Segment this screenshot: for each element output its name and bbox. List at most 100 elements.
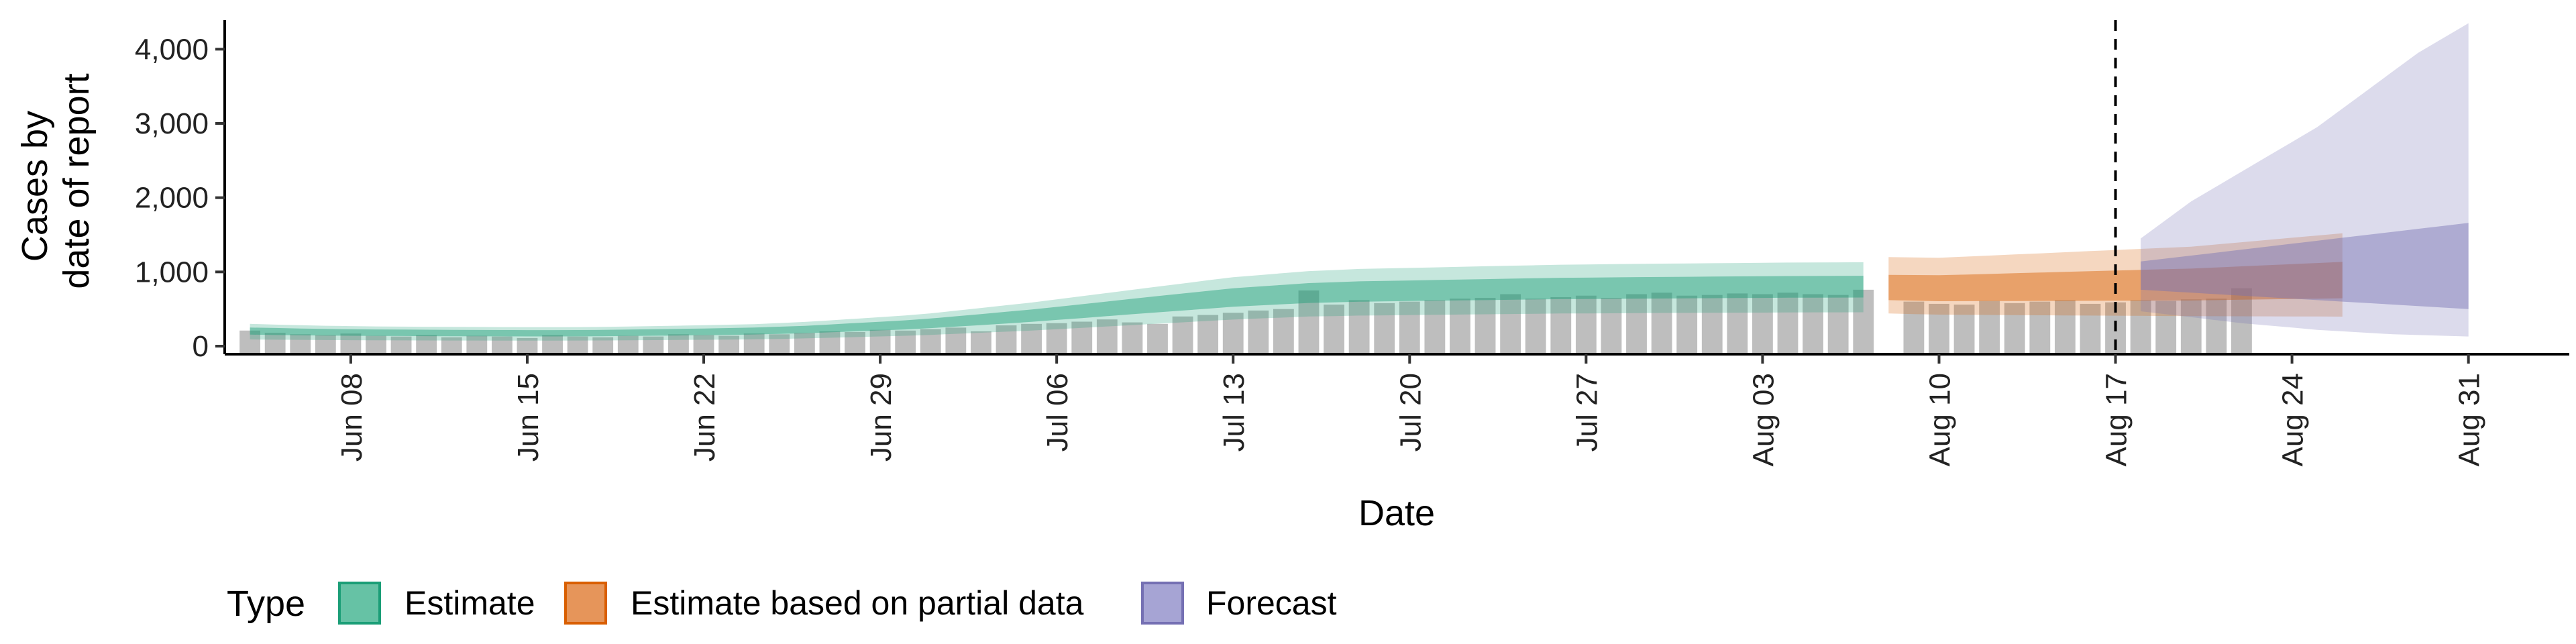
- reported-cases-bar: [794, 333, 815, 354]
- reported-cases-bar: [2155, 301, 2177, 354]
- reported-cases-bar: [466, 335, 488, 354]
- reported-cases-bar: [643, 336, 664, 354]
- reported-cases-bar: [1248, 310, 1269, 354]
- x-tick-label: Jul 06: [1041, 373, 1074, 451]
- reported-cases-bar: [592, 337, 614, 354]
- reported-cases-bar: [1273, 309, 1294, 354]
- reported-cases-bar: [416, 335, 437, 354]
- y-tick-label: 2,000: [135, 182, 209, 215]
- reported-cases-bar: [390, 336, 412, 354]
- series-forecast-inner-band: [2141, 223, 2469, 309]
- x-tick-label: Aug 17: [2100, 373, 2133, 466]
- series-forecast: [2141, 23, 2469, 337]
- reported-cases-bar: [2206, 299, 2227, 354]
- x-tick-label: Aug 24: [2277, 373, 2310, 466]
- reported-cases-bar: [895, 330, 916, 354]
- reported-cases-bar: [1348, 300, 1370, 354]
- reported-cases-bar: [2080, 303, 2101, 354]
- axes: [223, 20, 2569, 356]
- plot-area: [239, 20, 2469, 354]
- legend: Type Estimate Estimate based on partial …: [227, 582, 1337, 625]
- x-tick-label: Aug 03: [1747, 373, 1780, 466]
- reported-cases-bar: [366, 335, 386, 354]
- reported-cases-bar: [1752, 294, 1773, 354]
- legend-key-forecast: [1141, 582, 1184, 625]
- reported-cases-bar: [239, 330, 260, 354]
- reported-cases-bar: [1197, 315, 1219, 354]
- reported-cases-bar: [945, 327, 967, 354]
- reported-cases-bar: [996, 325, 1017, 354]
- reported-cases-bar: [1096, 319, 1118, 354]
- reported-cases-bar: [1701, 294, 1723, 354]
- y-tick-label: 1,000: [135, 256, 209, 288]
- y-axis-title-line-1: Cases by: [15, 111, 55, 262]
- reported-cases-bar: [1324, 305, 1344, 354]
- reported-cases-bar: [718, 335, 740, 354]
- reported-cases-bar: [2029, 301, 2051, 354]
- legend-key-partial: [564, 582, 607, 625]
- reported-cases-bar: [1853, 289, 1874, 354]
- legend-title: Type: [227, 584, 305, 624]
- reported-cases-bar: [2004, 303, 2025, 354]
- x-tick-label: Aug 10: [1923, 373, 1956, 466]
- legend-label-forecast: Forecast: [1206, 584, 1337, 622]
- x-tick-label: Jul 27: [1570, 373, 1603, 451]
- reported-cases-bar: [1803, 294, 1823, 354]
- reported-cases-bar: [920, 329, 941, 354]
- y-tick-label: 4,000: [135, 33, 209, 66]
- reported-cases-bar: [1122, 322, 1143, 354]
- reported-cases-bar: [2130, 300, 2151, 354]
- y-tick-label: 3,000: [135, 107, 209, 140]
- reported-cases-bar: [668, 334, 689, 354]
- reported-cases-bar: [1626, 294, 1647, 354]
- reported-cases-bar: [1298, 290, 1320, 354]
- reported-cases-bar: [1374, 303, 1395, 354]
- reported-cases-bar: [2180, 299, 2202, 354]
- x-tick-label: Jul 20: [1394, 373, 1427, 451]
- reported-cases-bar: [1953, 305, 1975, 354]
- reported-cases-bar: [1172, 316, 1193, 354]
- reported-cases-bar: [1071, 321, 1093, 354]
- reported-cases-bar: [491, 336, 513, 354]
- reported-cases-bar: [1450, 299, 1470, 354]
- series-estimate-outer-band: [250, 262, 1864, 341]
- series-forecast-outer-band: [2141, 23, 2469, 337]
- reported-cases-bar: [1727, 293, 1748, 354]
- reported-cases-bar: [1979, 301, 2000, 354]
- x-tick-label: Jun 08: [335, 373, 368, 462]
- reported-cases-bar: [743, 333, 765, 354]
- reported-cases-bar: [1500, 294, 1521, 354]
- legend-key-estimate: [338, 582, 381, 625]
- reported-cases-bar: [2231, 288, 2252, 354]
- reported-cases-bar: [542, 335, 563, 354]
- reported-cases-bar: [1525, 299, 1546, 354]
- reported-cases-bar: [1222, 313, 1244, 354]
- reported-cases-bar: [693, 335, 714, 354]
- reported-cases-bar: [315, 335, 336, 354]
- y-tick-label: 0: [193, 330, 209, 363]
- x-tick-label: Jul 13: [1218, 373, 1250, 451]
- reported-cases-bar: [1575, 295, 1597, 354]
- reported-cases-bar: [845, 331, 865, 354]
- reported-cases-bar: [340, 333, 362, 354]
- y-axis-title-line-2: date of report: [56, 73, 97, 288]
- reported-cases-bar: [567, 336, 588, 354]
- x-tick-label: Jun 22: [688, 373, 721, 462]
- reported-cases-bar: [1929, 303, 1949, 354]
- reported-cases-bar: [1827, 294, 1849, 354]
- reported-cases-bar: [769, 334, 790, 354]
- reported-cases-bar: [264, 333, 286, 354]
- reported-cases-bar: [1601, 298, 1622, 354]
- x-tick-label: Jun 29: [865, 373, 898, 462]
- x-tick-label: Aug 31: [2453, 373, 2486, 466]
- series-estimate: [250, 262, 1864, 341]
- reported-cases-bar: [1021, 323, 1042, 354]
- x-axis-title: Date: [1358, 493, 1435, 533]
- reported-cases-bar: [1046, 323, 1067, 354]
- reported-cases-bar: [1147, 323, 1168, 354]
- reported-cases-bar: [1474, 298, 1496, 354]
- y-axis-title: Cases by date of report: [15, 73, 97, 288]
- reported-cases-bar: [1676, 295, 1698, 354]
- legend-label-partial: Estimate based on partial data: [631, 584, 1084, 622]
